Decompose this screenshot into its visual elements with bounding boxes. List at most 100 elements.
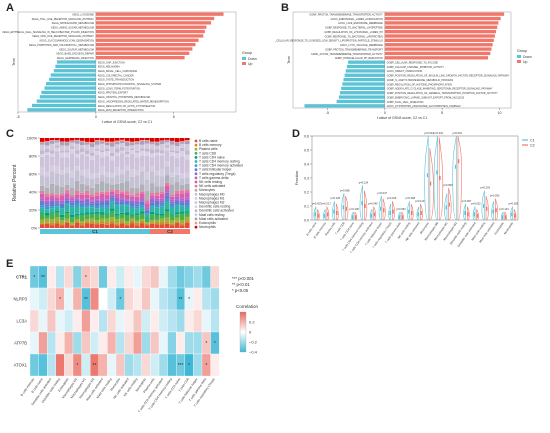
stacked-segment [75, 166, 80, 171]
violin-box [476, 213, 479, 218]
stacked-segment [120, 212, 125, 215]
stacked-segment [80, 175, 85, 184]
y-tick-label: 0% [31, 226, 37, 231]
stacked-segment [60, 200, 65, 203]
stacked-segment [60, 141, 65, 143]
violin-box [504, 215, 507, 220]
stacked-segment [105, 200, 110, 202]
stacked-segment [110, 146, 115, 153]
violin-box [483, 204, 485, 208]
stacked-segment [135, 152, 140, 158]
stacked-segment [135, 208, 140, 214]
legend-label: T cells CD4 memory activated [199, 164, 243, 168]
x-tick-label: 0 [95, 115, 97, 119]
y-axis-label: Relative Percent [12, 164, 18, 201]
p-value-label: p=0.005 [509, 202, 519, 206]
stacked-segment [130, 215, 135, 219]
p-value-label: p=0.052 [396, 207, 406, 211]
stacked-segment [165, 209, 170, 212]
violin-box [457, 159, 460, 164]
stacked-segment [140, 198, 145, 201]
stacked-segment [95, 206, 100, 209]
stacked-segment [180, 223, 185, 226]
stacked-segment [155, 213, 160, 215]
stacked-segment [175, 200, 180, 205]
stacked-segment [50, 143, 55, 151]
legend-dot [194, 180, 198, 184]
stacked-segment [130, 153, 135, 170]
p-value-label: p=0.098 [340, 188, 350, 192]
x-tick-label: 5 [441, 111, 443, 115]
heatmap-cell [38, 309, 48, 333]
stacked-segment [60, 225, 65, 228]
stacked-segment [145, 200, 150, 204]
stacked-segment [95, 192, 100, 196]
stacked-segment [75, 194, 80, 199]
stacked-segment [155, 142, 160, 146]
heatmap-cell [55, 331, 65, 355]
stacked-segment [110, 199, 115, 202]
violin-box [514, 213, 516, 218]
stacked-segment [120, 174, 125, 183]
stacked-segment [60, 214, 65, 218]
heatmap-cell [210, 353, 220, 377]
stacked-segment [105, 145, 110, 149]
stacked-segment [130, 145, 135, 149]
bar-label: KEGG_MELANOMA [98, 66, 120, 69]
stacked-segment [150, 141, 155, 143]
row-label: CTR1 [16, 275, 28, 280]
heatmap-cell [201, 309, 211, 333]
stacked-segment [145, 143, 150, 149]
stacked-segment [165, 211, 170, 218]
stacked-segment [175, 199, 180, 201]
panel-label-a: A [6, 2, 14, 14]
stacked-segment [155, 192, 160, 196]
stacked-segment [70, 199, 75, 201]
significance-star: * [76, 363, 78, 369]
stacked-segment [180, 147, 185, 152]
stacked-segment [50, 208, 55, 213]
stacked-segment [165, 190, 170, 193]
stacked-segment [135, 225, 140, 228]
legend-label: B cells naive [199, 139, 218, 143]
stacked-segment [105, 151, 110, 157]
stacked-segment [75, 190, 80, 195]
stacked-segment [70, 214, 75, 218]
stacked-segment [90, 205, 95, 208]
bar-label: GOBP_INTRACELLULAR_PH_REDUCTION [335, 57, 383, 60]
violin-box [486, 206, 488, 211]
heatmap-cell [150, 353, 160, 377]
violin-box [323, 213, 326, 218]
bar [384, 56, 489, 60]
stacked-segment [65, 198, 70, 201]
stacked-segment [180, 193, 185, 199]
violin-box [392, 209, 394, 214]
bar-label: KEGG_GLYCOSAMINOGLYCAN_DEGRADATION [40, 40, 94, 43]
stacked-segment [50, 171, 55, 184]
stacked-segment [175, 174, 180, 182]
bar-label: KEGG_PHOSPHATIDYLINOSITOL_SIGNALING_SYST… [98, 83, 161, 86]
stacked-segment [150, 200, 155, 203]
heatmap-cell [81, 309, 91, 333]
stacked-segment [175, 153, 180, 159]
stacked-segment [95, 224, 100, 228]
stacked-segment [135, 193, 140, 197]
heatmap-cell [184, 309, 194, 333]
heatmap-cell [38, 353, 48, 377]
stacked-segment [75, 143, 80, 151]
stacked-segment [75, 219, 80, 222]
stacked-segment [45, 154, 50, 173]
bar-label: GOBP_POSITIVE_REGULATION_OF_GENERAL_TRAN… [387, 92, 498, 95]
heatmap-cell [158, 331, 168, 355]
stacked-segment [70, 142, 75, 147]
violin-box [314, 212, 316, 217]
stacked-segment [55, 197, 60, 201]
stacked-segment [75, 153, 80, 158]
stacked-segment [80, 145, 85, 149]
heatmap-cell [64, 309, 74, 333]
stacked-segment [45, 172, 50, 177]
stacked-segment [125, 203, 130, 206]
stacked-segment [115, 140, 120, 142]
stacked-segment [175, 190, 180, 194]
x-tick-label: Eosinophils [493, 221, 505, 236]
